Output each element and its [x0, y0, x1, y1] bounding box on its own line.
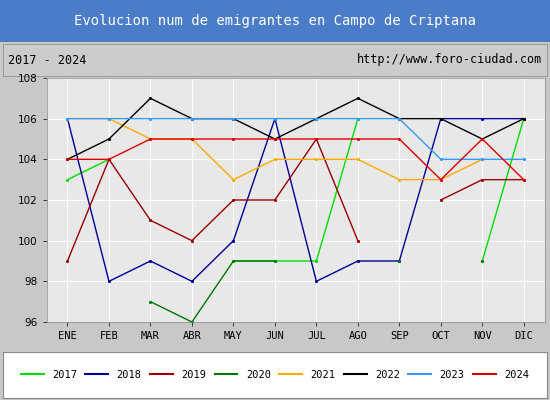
- Legend: 2017, 2018, 2019, 2020, 2021, 2022, 2023, 2024: 2017, 2018, 2019, 2020, 2021, 2022, 2023…: [16, 366, 534, 384]
- Text: http://www.foro-ciudad.com: http://www.foro-ciudad.com: [356, 54, 542, 66]
- Text: 2017 - 2024: 2017 - 2024: [8, 54, 86, 66]
- Text: Evolucion num de emigrantes en Campo de Criptana: Evolucion num de emigrantes en Campo de …: [74, 14, 476, 28]
